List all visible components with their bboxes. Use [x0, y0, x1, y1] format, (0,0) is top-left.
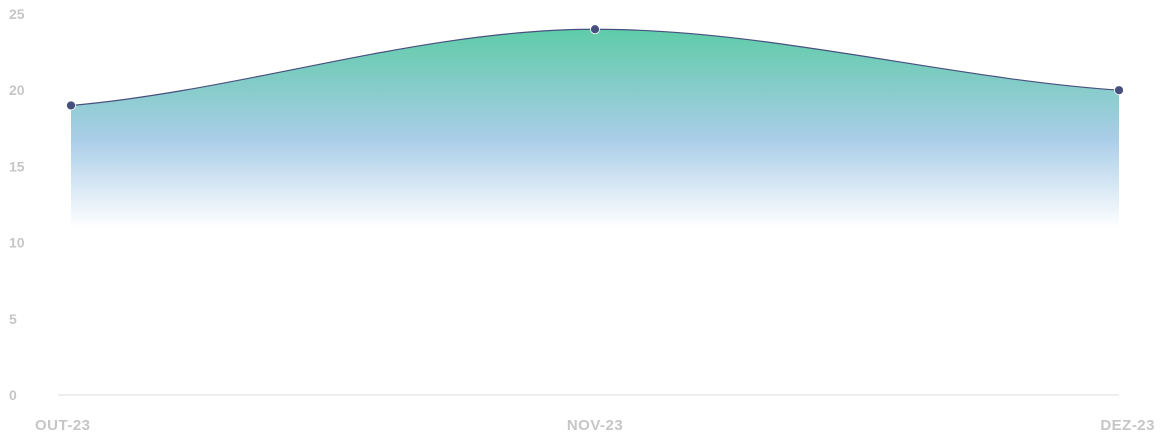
data-point[interactable]: [590, 24, 600, 35]
y-tick-label: 25: [9, 6, 25, 22]
y-tick-label: 0: [9, 387, 17, 403]
data-point[interactable]: [66, 100, 76, 111]
y-tick-label: 5: [9, 311, 17, 327]
area-layer: [71, 29, 1119, 228]
data-points: [66, 24, 1124, 111]
y-tick-label: 15: [9, 158, 25, 174]
y-tick-label: 20: [9, 82, 25, 98]
y-tick-label: 10: [9, 235, 25, 251]
x-axis: OUT-23 NOV-23 DEZ-23: [35, 417, 1155, 434]
x-tick-label: OUT-23: [35, 417, 91, 434]
data-point[interactable]: [1114, 85, 1124, 96]
y-axis: 0 5 10 15 20 25: [9, 6, 25, 403]
x-tick-label: NOV-23: [567, 417, 623, 434]
series-area-fill: [71, 29, 1119, 228]
x-tick-label: DEZ-23: [1100, 417, 1155, 434]
